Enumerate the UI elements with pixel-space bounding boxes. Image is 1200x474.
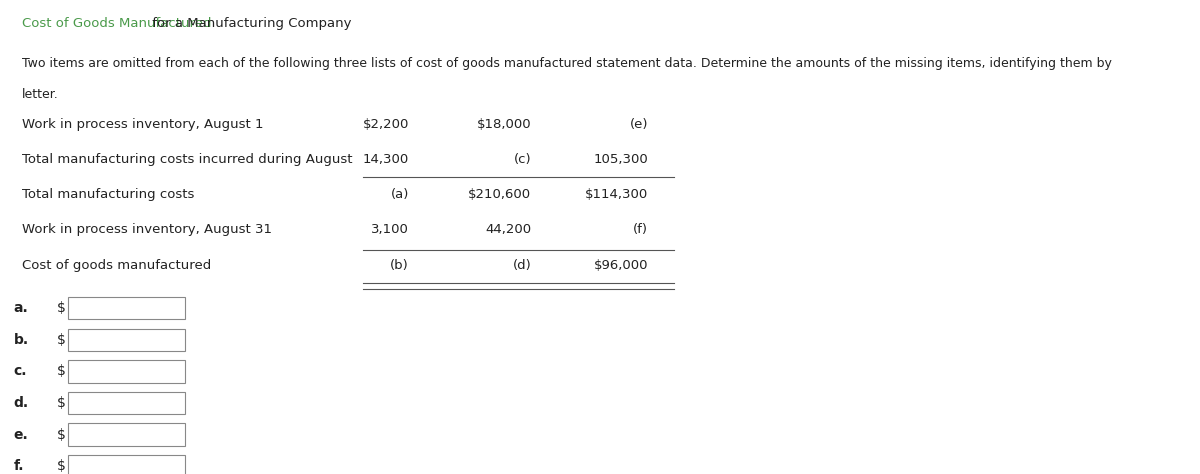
Text: f.: f. bbox=[13, 459, 24, 474]
Text: $18,000: $18,000 bbox=[476, 118, 532, 131]
Text: (f): (f) bbox=[634, 222, 648, 236]
Text: $: $ bbox=[56, 301, 66, 315]
Text: Work in process inventory, August 31: Work in process inventory, August 31 bbox=[22, 222, 271, 236]
FancyBboxPatch shape bbox=[67, 328, 185, 351]
Text: $114,300: $114,300 bbox=[586, 188, 648, 201]
Text: Cost of goods manufactured: Cost of goods manufactured bbox=[22, 259, 211, 272]
Text: b.: b. bbox=[13, 333, 29, 347]
Text: $2,200: $2,200 bbox=[362, 118, 409, 131]
Text: a.: a. bbox=[13, 301, 29, 315]
Text: Total manufacturing costs: Total manufacturing costs bbox=[22, 188, 194, 201]
Text: $: $ bbox=[56, 428, 66, 442]
Text: (c): (c) bbox=[514, 153, 532, 166]
Text: d.: d. bbox=[13, 396, 29, 410]
Text: 3,100: 3,100 bbox=[371, 222, 409, 236]
Text: Work in process inventory, August 1: Work in process inventory, August 1 bbox=[22, 118, 263, 131]
Text: for a Manufacturing Company: for a Manufacturing Company bbox=[148, 17, 352, 30]
Text: 14,300: 14,300 bbox=[362, 153, 409, 166]
Text: $: $ bbox=[56, 459, 66, 474]
Text: Two items are omitted from each of the following three lists of cost of goods ma: Two items are omitted from each of the f… bbox=[22, 57, 1111, 70]
Text: $: $ bbox=[56, 333, 66, 347]
Text: 105,300: 105,300 bbox=[594, 153, 648, 166]
FancyBboxPatch shape bbox=[67, 423, 185, 446]
FancyBboxPatch shape bbox=[67, 455, 185, 474]
Text: Total manufacturing costs incurred during August: Total manufacturing costs incurred durin… bbox=[22, 153, 353, 166]
FancyBboxPatch shape bbox=[67, 297, 185, 319]
Text: (a): (a) bbox=[390, 188, 409, 201]
Text: Cost of Goods Manufactured: Cost of Goods Manufactured bbox=[22, 17, 211, 30]
Text: 44,200: 44,200 bbox=[485, 222, 532, 236]
Text: (e): (e) bbox=[630, 118, 648, 131]
FancyBboxPatch shape bbox=[67, 360, 185, 383]
Text: c.: c. bbox=[13, 365, 28, 378]
FancyBboxPatch shape bbox=[67, 392, 185, 414]
Text: $96,000: $96,000 bbox=[594, 259, 648, 272]
Text: $: $ bbox=[56, 396, 66, 410]
Text: letter.: letter. bbox=[22, 88, 59, 101]
Text: (b): (b) bbox=[390, 259, 409, 272]
Text: $: $ bbox=[56, 365, 66, 378]
Text: e.: e. bbox=[13, 428, 29, 442]
Text: (d): (d) bbox=[512, 259, 532, 272]
Text: $210,600: $210,600 bbox=[468, 188, 532, 201]
